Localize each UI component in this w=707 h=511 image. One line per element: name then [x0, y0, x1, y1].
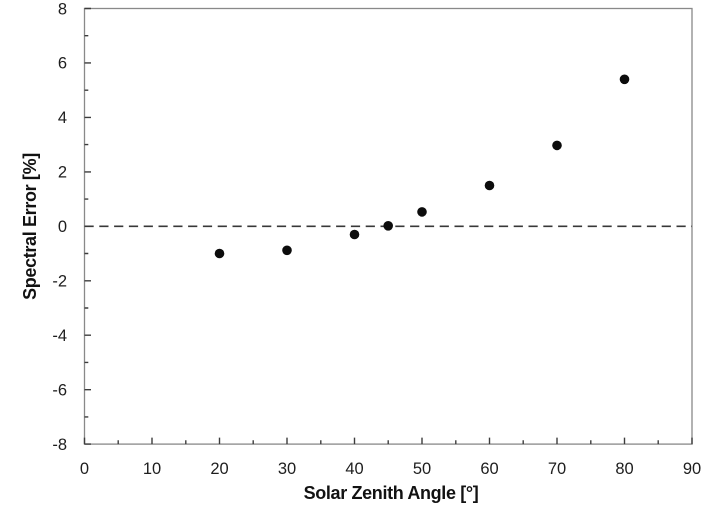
svg-text:80: 80: [615, 460, 633, 478]
svg-text:-2: -2: [52, 273, 67, 291]
svg-text:8: 8: [58, 0, 67, 18]
svg-text:30: 30: [278, 460, 296, 478]
svg-text:-8: -8: [52, 436, 67, 454]
svg-text:70: 70: [548, 460, 566, 478]
svg-text:Spectral Error [%]: Spectral Error [%]: [20, 153, 40, 300]
svg-text:20: 20: [210, 460, 228, 478]
svg-text:-4: -4: [52, 327, 67, 345]
svg-text:90: 90: [683, 460, 701, 478]
svg-text:10: 10: [143, 460, 161, 478]
svg-text:0: 0: [80, 460, 89, 478]
svg-text:-6: -6: [52, 382, 67, 400]
svg-text:0: 0: [58, 218, 67, 236]
svg-text:4: 4: [58, 109, 67, 127]
svg-text:60: 60: [480, 460, 498, 478]
svg-text:50: 50: [413, 460, 431, 478]
svg-text:6: 6: [58, 55, 67, 73]
svg-text:40: 40: [345, 460, 363, 478]
svg-text:2: 2: [58, 164, 67, 182]
svg-text:Solar Zenith Angle [°]: Solar Zenith Angle [°]: [304, 483, 479, 503]
